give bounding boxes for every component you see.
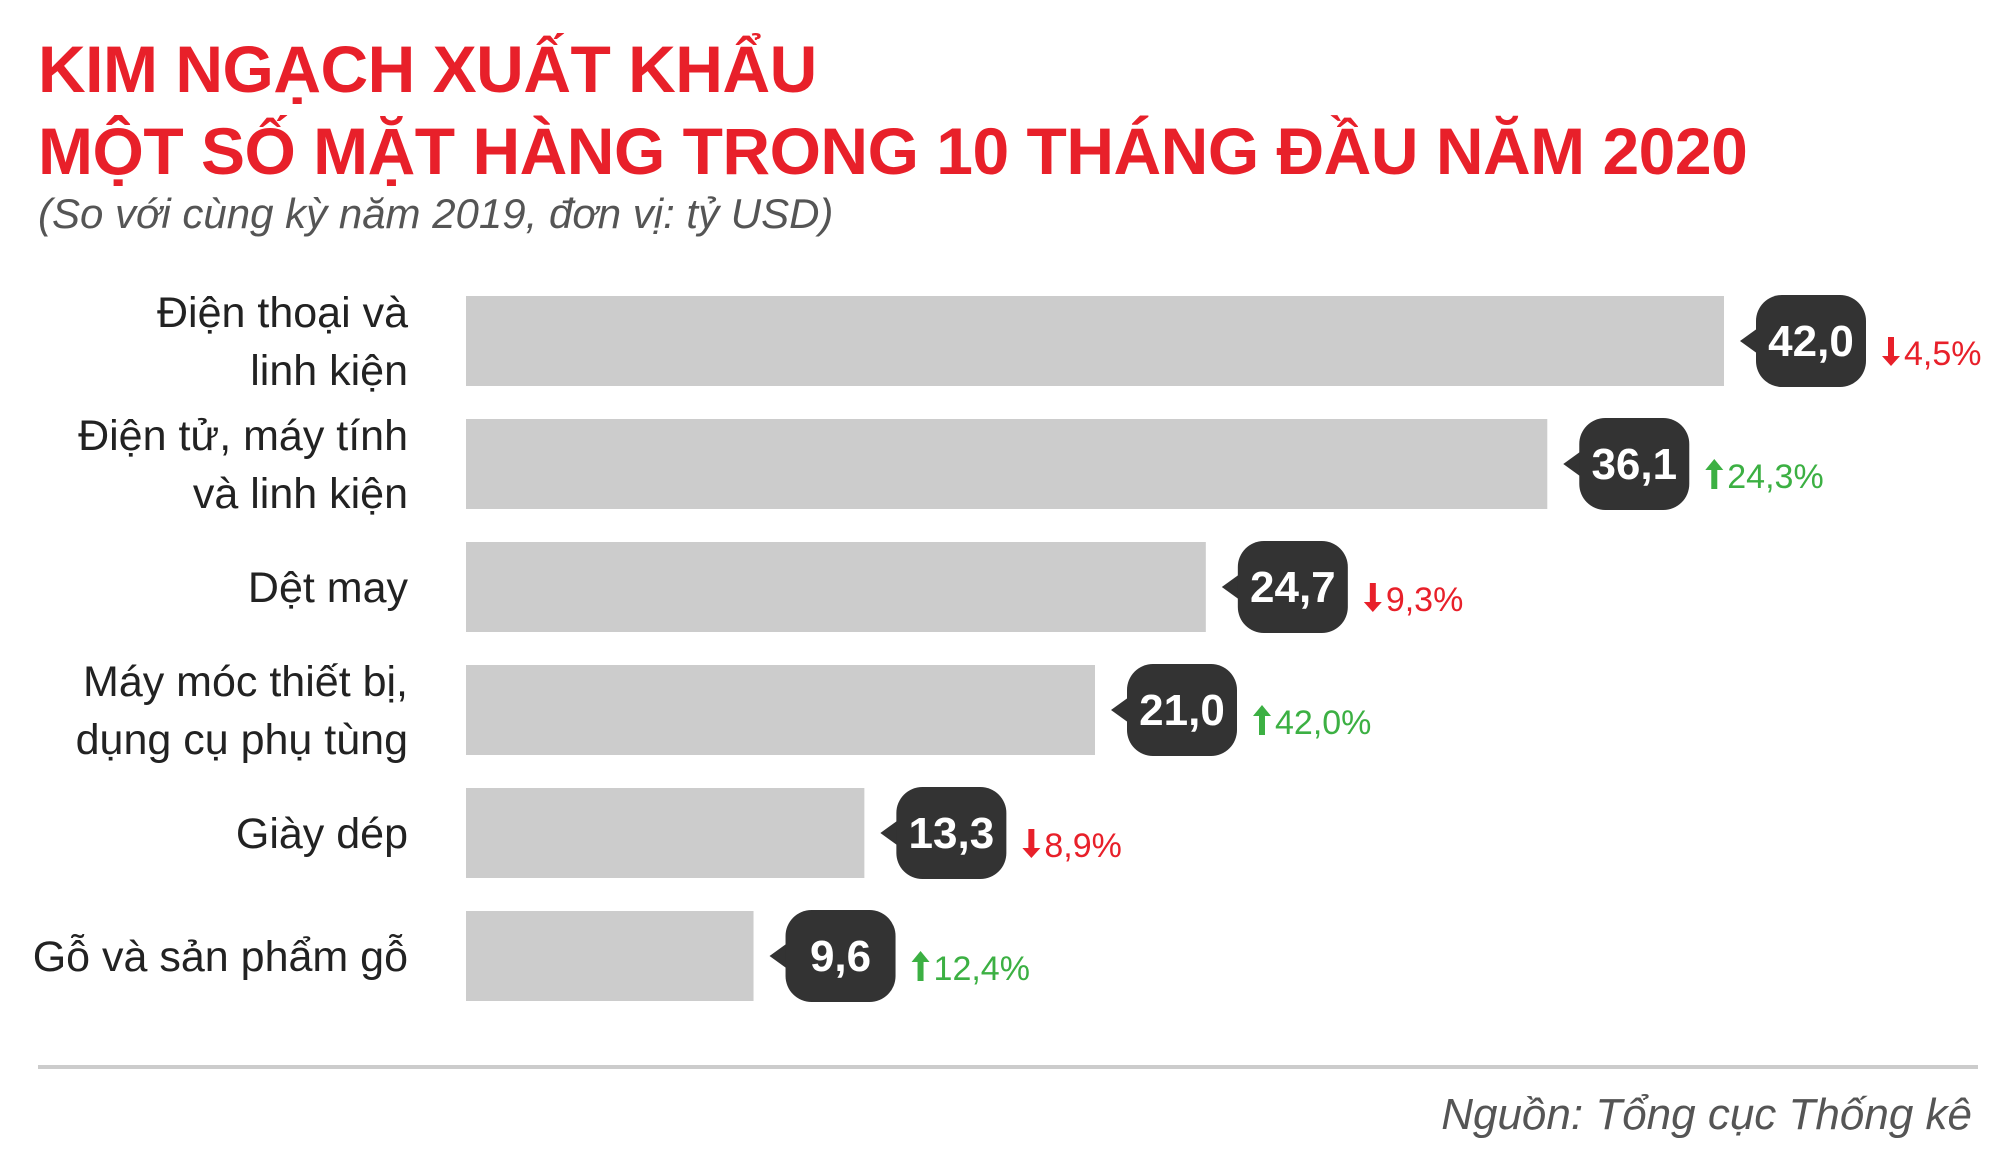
value-label-2: 24,7 — [1250, 563, 1336, 612]
value-badge-2 — [1237, 541, 1348, 633]
change-label-4: 8,9% — [1044, 827, 1122, 865]
source-note: Nguồn: Tổng cục Thống kê — [1441, 1090, 1972, 1139]
category-label-5: Gỗ và sản phẩm gỗ — [33, 933, 408, 981]
chart-title-line-1: KIM NGẠCH XUẤT KHẨU — [38, 32, 817, 106]
bar-chart: Điện thoại và linh kiện 42,0 4,5% Điện tử, m… — [33, 289, 1982, 1002]
value-badge-pointer-0 — [1740, 328, 1758, 354]
category-label-1: Điện tử, máy tính và linh kiện — [78, 412, 408, 518]
value-label-3: 21,0 — [1139, 686, 1225, 735]
change-label-5: 12,4% — [934, 950, 1030, 988]
value-badge-5 — [785, 910, 896, 1002]
bar-3 — [466, 665, 1095, 755]
bar-2 — [466, 542, 1206, 632]
bar-0 — [466, 296, 1724, 386]
value-badge-4 — [896, 787, 1007, 879]
value-label-5: 9,6 — [810, 932, 871, 981]
value-badge-pointer-4 — [880, 820, 899, 846]
value-badge-pointer-1 — [1563, 451, 1582, 477]
change-label-3: 42,0% — [1275, 704, 1371, 742]
bar-1 — [466, 419, 1548, 509]
change-label-2: 9,3% — [1386, 581, 1464, 619]
bar-5 — [466, 911, 754, 1001]
bar-4 — [466, 788, 865, 878]
category-label-4: Giày dép — [236, 810, 408, 858]
value-badge-1 — [1579, 418, 1690, 510]
chart-title-line-2: MỘT SỐ MẶT HÀNG TRONG 10 THÁNG ĐẦU NĂM 2… — [38, 114, 1748, 188]
category-label-2: Dệt may — [248, 564, 409, 612]
arrow-down-icon-0 — [1882, 337, 1900, 366]
value-badge-3 — [1127, 664, 1237, 756]
arrow-down-icon-4 — [1022, 829, 1041, 858]
arrow-up-icon-3 — [1253, 705, 1271, 735]
value-label-0: 42,0 — [1768, 317, 1854, 366]
value-label-4: 13,3 — [909, 809, 995, 858]
value-label-1: 36,1 — [1591, 440, 1677, 489]
value-badge-pointer-3 — [1111, 697, 1129, 723]
arrow-up-icon-1 — [1705, 459, 1724, 489]
arrow-up-icon-5 — [911, 951, 930, 981]
category-label-3: Máy móc thiết bị, dụng cụ phụ tùng — [76, 658, 408, 764]
category-label-0: Điện thoại và linh kiện — [157, 289, 408, 395]
arrow-down-icon-2 — [1363, 583, 1382, 612]
change-label-0: 4,5% — [1904, 335, 1982, 373]
change-label-1: 24,3% — [1727, 458, 1823, 496]
value-badge-pointer-2 — [1221, 574, 1240, 600]
value-badge-0 — [1756, 295, 1866, 387]
chart-subtitle: (So với cùng kỳ năm 2019, đơn vị: tỷ USD… — [38, 190, 834, 237]
footer-divider — [38, 1065, 1978, 1069]
value-badge-pointer-5 — [769, 943, 788, 969]
